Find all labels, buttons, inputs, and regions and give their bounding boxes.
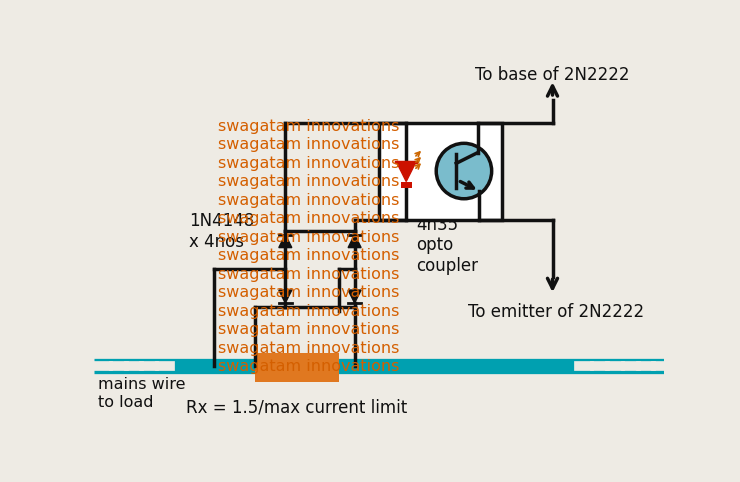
Text: Rx = 1.5/max current limit: Rx = 1.5/max current limit [186,398,408,416]
Circle shape [437,143,491,199]
Text: To base of 2N2222: To base of 2N2222 [475,66,630,83]
Polygon shape [348,290,361,303]
Text: swagatam innovations: swagatam innovations [218,193,399,208]
Text: mains wire
to load: mains wire to load [98,377,186,410]
Text: swagatam innovations: swagatam innovations [218,341,399,356]
Text: To emitter of 2N2222: To emitter of 2N2222 [468,303,645,321]
Bar [380,123,502,219]
Bar [400,182,411,188]
Text: swagatam innovations: swagatam innovations [218,322,399,337]
Text: swagatam innovations: swagatam innovations [218,212,399,227]
Polygon shape [279,290,292,303]
Text: swagatam innovations: swagatam innovations [218,119,399,134]
Polygon shape [348,235,361,248]
Polygon shape [279,235,292,248]
Text: swagatam innovations: swagatam innovations [218,137,399,152]
Text: swagatam innovations: swagatam innovations [218,174,399,189]
Text: 1N4148
x 4nos: 1N4148 x 4nos [189,212,255,251]
Text: swagatam innovations: swagatam innovations [218,304,399,319]
Text: swagatam innovations: swagatam innovations [218,285,399,300]
Bar [255,353,339,382]
Text: 4n35
opto
coupler: 4n35 opto coupler [416,215,478,275]
Text: swagatam innovations: swagatam innovations [218,267,399,282]
Text: swagatam innovations: swagatam innovations [218,156,399,171]
Polygon shape [397,162,416,182]
Text: swagatam innovations: swagatam innovations [218,359,399,374]
Text: swagatam innovations: swagatam innovations [218,230,399,245]
Text: swagatam innovations: swagatam innovations [218,248,399,263]
